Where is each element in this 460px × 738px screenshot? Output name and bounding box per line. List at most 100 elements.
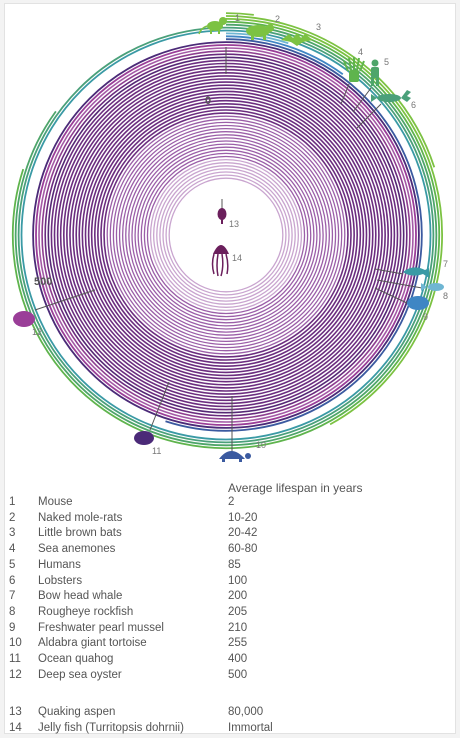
spiral-arc: [97, 106, 355, 364]
spiral-arc: [69, 78, 383, 392]
spiral-arc: [165, 174, 287, 296]
leader-line: [352, 87, 372, 113]
table-row: 7 Bow head whale 200: [9, 590, 453, 606]
spiral-arc: [41, 50, 411, 420]
spiral-arc: [168, 177, 284, 293]
spiral-arc: [84, 93, 368, 377]
spiral-arc: [75, 84, 377, 386]
organism-name: Jelly fish (Turritopsis dohrnii): [38, 722, 184, 734]
organism-name: Bow head whale: [38, 590, 123, 603]
ocean-quahog-icon: [134, 431, 154, 445]
lifespan-value: 400: [228, 653, 248, 665]
organism-number-14: 14: [232, 253, 242, 263]
row-number: 6: [9, 574, 16, 587]
spiral-arc: [72, 81, 380, 389]
spiral-arc: [90, 99, 362, 371]
row-number: 1: [9, 496, 16, 508]
organism-number-4: 4: [358, 47, 363, 57]
spiral-arc: [63, 72, 389, 399]
table-row: 13 Quaking aspen 80,000: [9, 706, 453, 722]
lifespan-value: 100: [228, 574, 248, 587]
table-row: 14 Jelly fish (Turritopsis dohrnii) Immort…: [9, 722, 453, 738]
organism-number-7: 7: [443, 259, 448, 269]
table-row: 8 Rougheye rockfish 205: [9, 606, 453, 622]
organism-number-10: 10: [256, 440, 266, 450]
spiral-arc: [146, 155, 306, 315]
spiral-arc: [137, 146, 315, 324]
lifespan-value: 200: [228, 590, 248, 603]
row-number: 13: [9, 706, 22, 718]
organism-name: Aldabra giant tortoise: [38, 637, 147, 650]
table-row: 6 Lobsters 100: [9, 575, 453, 591]
infographic-frame: 0 500 1 2 3 4: [4, 3, 456, 734]
spiral-arc: [159, 168, 293, 302]
deep-sea-oyster-icon: [13, 311, 35, 327]
spiral-arc: [140, 149, 312, 321]
table-row: 2 Naked mole-rats 10-20: [9, 512, 453, 528]
organism-number-2: 2: [275, 14, 280, 24]
spiral-arc: [225, 18, 443, 426]
lifespan-spiral-diagram: 0 500 1 2 3 4: [11, 12, 448, 462]
spiral-arc: [122, 131, 330, 339]
organism-name: Ocean quahog: [38, 653, 114, 665]
organism-number-1: 1: [235, 13, 240, 23]
table-row: 10 Aldabra giant tortoise 255: [9, 637, 453, 653]
spiral-arc: [50, 59, 402, 411]
spiral-arc: [38, 47, 414, 423]
tortoise-icon: [219, 451, 251, 462]
organism-name: Freshwater pearl mussel: [38, 621, 164, 634]
lifespan-value: 500: [228, 668, 248, 681]
spiral-arc: [143, 152, 309, 318]
spiral-arc: [100, 109, 352, 361]
lifespan-value: 80,000: [228, 706, 264, 718]
whale-icon: [403, 267, 429, 278]
lifespan-column-header: Average lifespan in years: [228, 481, 363, 495]
spiral-arc: [225, 12, 254, 16]
lifespan-value: 210: [228, 621, 248, 634]
row-number: 14: [9, 722, 22, 734]
lifespan-spiral-rings: [11, 12, 443, 450]
bat-icon: [281, 33, 313, 46]
spiral-arc: [156, 165, 296, 305]
mole-rat-icon: [246, 24, 274, 40]
spiral-arc: [134, 143, 318, 327]
organism-name: Rougheye rockfish: [38, 605, 134, 618]
leader-line: [34, 289, 96, 311]
organism-number-13: 13: [229, 219, 239, 229]
organism-number-6: 6: [411, 100, 416, 110]
sea-anemone-icon: [343, 57, 365, 82]
row-number: 11: [9, 653, 21, 665]
spiral-arc: [56, 65, 396, 405]
row-number: 8: [9, 605, 16, 618]
leader-line: [374, 268, 404, 275]
spiral-arc: [20, 29, 432, 441]
jellyfish-icon: [211, 245, 229, 277]
spiral-arc: [103, 112, 349, 358]
lifespan-value: 205: [228, 605, 248, 618]
spiral-arc: [94, 103, 358, 368]
lifespan-value: 20-42: [228, 527, 258, 540]
table-row: 4 Sea anemones 60-80: [9, 543, 453, 559]
spiral-arc: [115, 124, 337, 346]
leader-line: [376, 279, 423, 289]
spiral-arc: [66, 75, 386, 395]
table-row: 9 Freshwater pearl mussel 210: [9, 622, 453, 638]
row-number: 5: [9, 558, 16, 571]
lifespan-value: 255: [228, 637, 248, 650]
spiral-arc: [44, 53, 408, 417]
organism-name: Quaking aspen: [38, 706, 116, 718]
leader-line: [374, 287, 408, 304]
organism-number-9: 9: [423, 312, 428, 322]
lifespan-value: 60-80: [228, 543, 258, 556]
table-row: 5 Humans 85: [9, 559, 453, 575]
table-row: 1 Mouse 2: [9, 496, 453, 512]
table-row: 12 Deep sea oyster 500: [9, 669, 453, 685]
spiral-arc: [87, 96, 365, 374]
spiral-arc: [59, 68, 393, 402]
row-number: 7: [9, 590, 16, 603]
spiral-arc: [78, 87, 374, 383]
spiral-arc: [131, 140, 321, 330]
lifespan-value: 85: [228, 558, 241, 571]
spiral-arc: [106, 115, 346, 355]
row-number: 4: [9, 543, 16, 556]
